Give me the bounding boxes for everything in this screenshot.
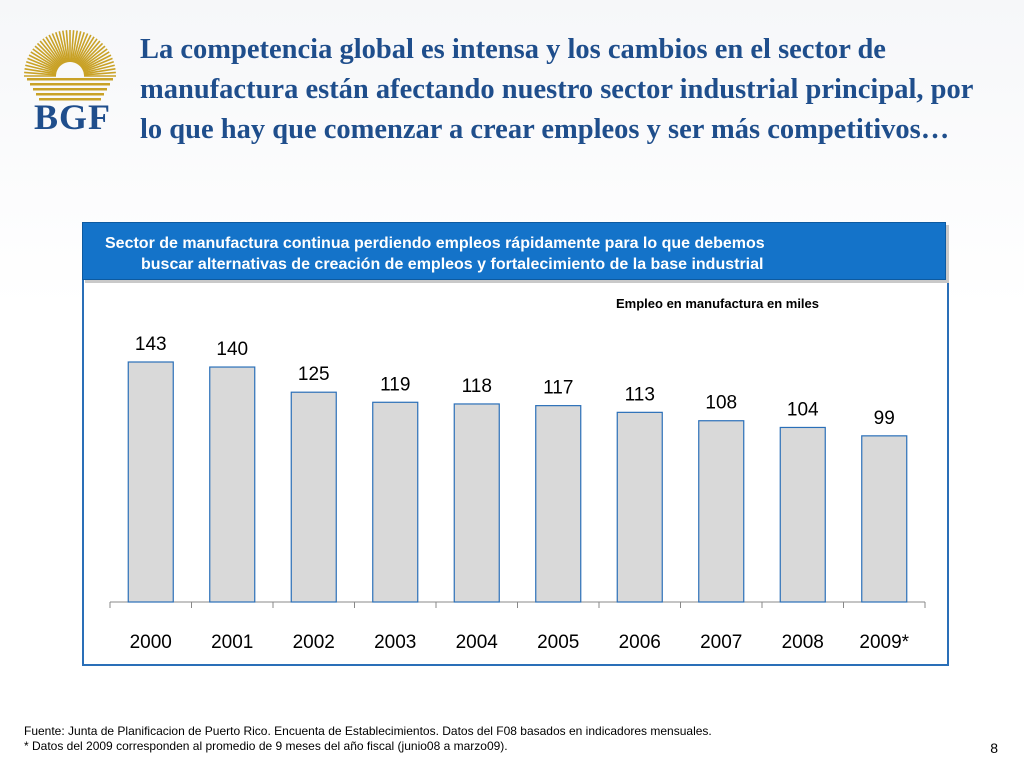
data-label-2003: 119 — [380, 374, 410, 395]
page-number: 8 — [990, 740, 998, 756]
bar-chart: Empleo en manufactura en miles 143 2000 140… — [109, 296, 926, 653]
bar-2007 — [698, 420, 745, 603]
data-label-2006: 113 — [625, 384, 655, 405]
bar-2003 — [372, 401, 419, 603]
footnote-note: * Datos del 2009 corresponden al promedi… — [24, 739, 508, 753]
bgf-logo-sun-icon — [24, 30, 116, 101]
key-message-banner: Sector de manufactura continua perdiendo… — [82, 222, 946, 280]
bar-2006 — [616, 411, 663, 603]
x-tick-label-2000: 2000 — [130, 632, 172, 653]
x-tick-label-2002: 2002 — [293, 632, 335, 653]
bar-2000 — [127, 361, 174, 603]
data-label-2001: 140 — [216, 339, 248, 360]
data-label-2007: 108 — [705, 393, 737, 414]
chart-frame: Empleo en manufactura en miles 143 2000 140… — [82, 268, 949, 666]
bar-2004 — [453, 403, 500, 603]
x-tick-label-2004: 2004 — [456, 632, 499, 653]
bar-2008 — [779, 426, 826, 603]
data-label-2000: 143 — [135, 334, 167, 355]
data-label-2004: 118 — [462, 376, 492, 397]
source-footnote: Fuente: Junta de Planificacion de Puerto… — [24, 724, 924, 754]
bar-2005 — [535, 405, 582, 603]
data-label-2005: 117 — [543, 378, 573, 399]
banner-line-2: buscar alternativas de creación de emple… — [141, 256, 764, 273]
x-tick-label-2008: 2008 — [782, 632, 824, 653]
x-tick-label-2005: 2005 — [537, 632, 579, 653]
x-tick-label-2003: 2003 — [374, 632, 416, 653]
data-label-2002: 125 — [298, 364, 330, 385]
bgf-logo-text: BGF — [33, 97, 111, 137]
x-tick-label-2006: 2006 — [619, 632, 661, 653]
x-tick-label-2001: 2001 — [211, 632, 253, 653]
banner-line-1: Sector de manufactura continua perdiendo… — [105, 235, 765, 252]
bar-2001 — [209, 366, 256, 603]
bar-2009* — [861, 435, 908, 603]
footnote-source: Fuente: Junta de Planificacion de Puerto… — [24, 724, 712, 738]
x-tick-label-2007: 2007 — [700, 632, 742, 653]
bar-2002 — [290, 391, 337, 603]
data-label-2008: 104 — [787, 399, 819, 420]
data-label-2009*: 99 — [874, 408, 895, 429]
x-tick-label-2009*: 2009* — [859, 632, 909, 653]
chart-title: Empleo en manufactura en miles — [616, 296, 819, 311]
slide-headline: La competencia global es intensa y los c… — [140, 34, 973, 145]
